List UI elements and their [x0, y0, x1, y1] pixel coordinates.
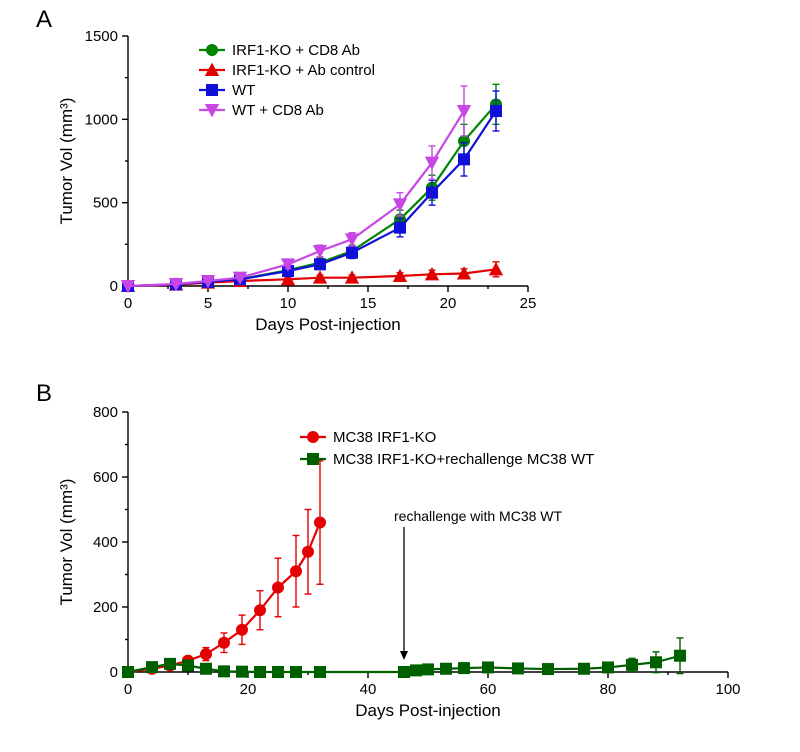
svg-text:MC38 IRF1-KO+rechallenge MC38: MC38 IRF1-KO+rechallenge MC38 WT	[333, 451, 594, 468]
panel-a-svg: 0 500 1000 1500 0 5 10 15 20 25 Days Post-injectio…	[50, 24, 700, 344]
svg-text:Tumor Vol (mm³): Tumor Vol (mm³)	[57, 479, 76, 606]
svg-text:15: 15	[360, 295, 377, 312]
svg-text:WT + CD8 Ab: WT + CD8 Ab	[232, 102, 324, 119]
panel-b-svg: 0 200 400 600 800 0 20 40 60 80 100 Days Post-injec…	[50, 400, 770, 740]
svg-text:Days Post-injection: Days Post-injection	[255, 315, 401, 334]
svg-text:40: 40	[360, 681, 377, 698]
svg-text:600: 600	[93, 469, 118, 486]
svg-text:Days Post-injection: Days Post-injection	[355, 701, 501, 720]
svg-text:IRF1-KO + CD8 Ab: IRF1-KO + CD8 Ab	[232, 42, 360, 59]
svg-text:rechallenge with MC38 WT: rechallenge with MC38 WT	[394, 508, 563, 524]
figure-root: A 0500100015000510152025Days Post-inject…	[0, 0, 800, 752]
svg-text:100: 100	[715, 681, 740, 698]
svg-text:20: 20	[440, 295, 457, 312]
panel-b: 0 200 400 600 800 0 20 40 60 80 100 Days Post-injec…	[50, 400, 770, 740]
svg-text:500: 500	[93, 195, 118, 212]
svg-text:1500: 1500	[85, 28, 118, 45]
svg-text:200: 200	[93, 599, 118, 616]
svg-text:25: 25	[520, 295, 537, 312]
svg-text:20: 20	[240, 681, 257, 698]
svg-text:0: 0	[124, 295, 132, 312]
panel-a: 0 500 1000 1500 0 5 10 15 20 25 Days Post-injectio…	[50, 24, 700, 344]
svg-text:10: 10	[280, 295, 297, 312]
svg-text:Tumor Vol (mm³): Tumor Vol (mm³)	[57, 98, 76, 225]
svg-text:0: 0	[110, 664, 118, 681]
svg-text:0: 0	[110, 278, 118, 295]
svg-text:5: 5	[204, 295, 212, 312]
svg-text:0: 0	[124, 681, 132, 698]
svg-text:WT: WT	[232, 82, 255, 99]
svg-text:1000: 1000	[85, 111, 118, 128]
svg-text:60: 60	[480, 681, 497, 698]
svg-text:400: 400	[93, 534, 118, 551]
svg-text:IRF1-KO + Ab control: IRF1-KO + Ab control	[232, 62, 375, 79]
svg-text:800: 800	[93, 404, 118, 421]
svg-text:MC38 IRF1-KO: MC38 IRF1-KO	[333, 429, 436, 446]
svg-text:80: 80	[600, 681, 617, 698]
